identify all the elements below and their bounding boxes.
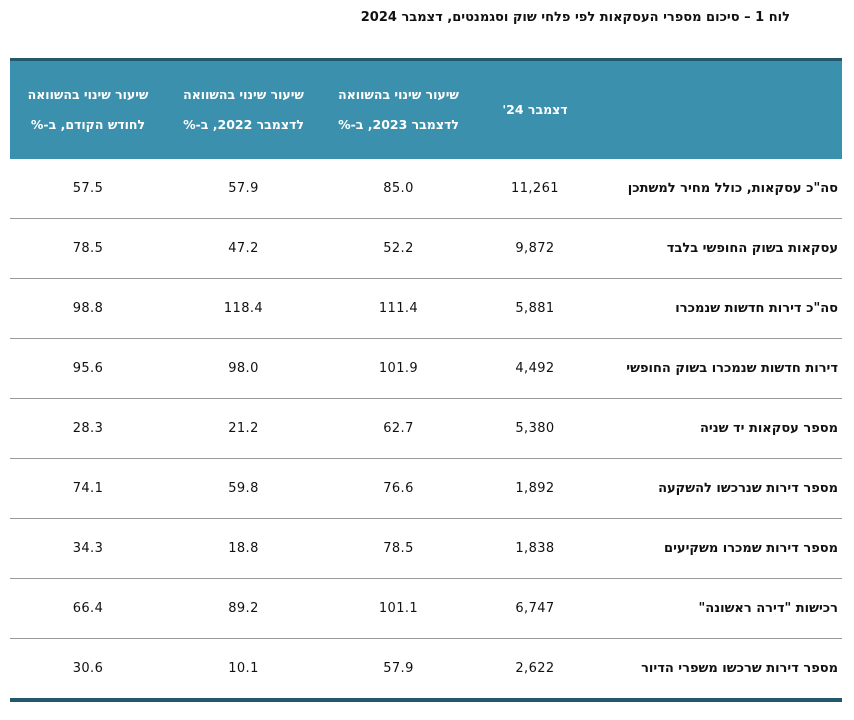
cell-vs2022: 57.9 — [228, 181, 259, 196]
cell-dec24: 5,881 — [476, 278, 594, 339]
cell-vs2022: 118.4 — [166, 278, 321, 339]
table-row: רכישות "דירה ראשונה" 6,747 101.1 89.2 66… — [10, 578, 842, 639]
header-vsprev: שיעור שינוי בהשוואה לחודש הקודם, ב-% — [10, 58, 166, 159]
cell-dec24: 9,872 — [476, 218, 594, 279]
header-vs2022-line2: לדצמבר 2022, ב-% — [183, 117, 304, 132]
cell-vsprev: 95.6 — [10, 338, 166, 399]
cell-dec24: 1,892 — [476, 458, 594, 519]
row-label: סה"כ עסקאות, כולל מחיר למשתכן — [627, 181, 838, 196]
table-row: עסקאות בשוק החופשי בלבד 9,872 52.2 47.2 … — [10, 218, 842, 279]
cell-vs2023: 76.6 — [321, 458, 476, 519]
table-header-row: דצמבר 24' שיעור שינוי בהשוואה לדצמבר 202… — [10, 58, 842, 159]
cell-vsprev: 66.4 — [10, 578, 166, 639]
cell-vs2022: 18.8 — [166, 518, 321, 579]
table-row: מספר דירות שמכרו משקיעים 1,838 78.5 18.8… — [10, 518, 842, 579]
row-label: מספר דירות שרכשו משפרי הדיור — [594, 638, 842, 702]
header-vsprev-line1: שיעור שינוי בהשוואה — [27, 87, 149, 102]
cell-dec24: 11,261 — [511, 181, 559, 196]
cell-vs2023: 78.5 — [321, 518, 476, 579]
table-title: לוח 1 – סיכום מספרי העסקאות לפי פלחי שוק… — [360, 10, 790, 25]
row-label: מספר עסקאות יד שניה — [594, 398, 842, 459]
summary-table: דצמבר 24' שיעור שינוי בהשוואה לדצמבר 202… — [10, 58, 842, 702]
header-vs2022-line1: שיעור שינוי בהשוואה — [183, 87, 304, 102]
header-vs2023: שיעור שינוי בהשוואה לדצמבר 2023, ב-% — [321, 58, 476, 159]
row-label: רכישות "דירה ראשונה" — [594, 578, 842, 639]
cell-dec24: 4,492 — [476, 338, 594, 399]
cell-vs2023: 101.1 — [321, 578, 476, 639]
cell-dec24: 2,622 — [476, 638, 594, 702]
row-label: עסקאות בשוק החופשי בלבד — [594, 218, 842, 279]
cell-vsprev: 98.8 — [10, 278, 166, 339]
table-row: מספר דירות שרכשו משפרי הדיור 2,622 57.9 … — [10, 638, 842, 702]
header-vsprev-line2: לחודש הקודם, ב-% — [30, 117, 146, 132]
cell-vs2023: 62.7 — [321, 398, 476, 459]
cell-vs2023: 111.4 — [321, 278, 476, 339]
table-row: מספר עסקאות יד שניה 5,380 62.7 21.2 28.3 — [10, 398, 842, 459]
cell-vsprev: 74.1 — [10, 458, 166, 519]
cell-vs2023: 57.9 — [321, 638, 476, 702]
cell-dec24: 5,380 — [476, 398, 594, 459]
cell-vs2022: 59.8 — [166, 458, 321, 519]
cell-vsprev: 30.6 — [10, 638, 166, 702]
cell-vs2022: 10.1 — [166, 638, 321, 702]
header-label-col — [594, 58, 842, 159]
cell-vs2023: 52.2 — [321, 218, 476, 279]
row-label: דירות חדשות שנמכרו בשוק החופשי — [594, 338, 842, 399]
header-vs2022: שיעור שינוי בהשוואה לדצמבר 2022, ב-% — [166, 58, 321, 159]
header-vs2023-line2: לדצמבר 2023, ב-% — [338, 117, 459, 132]
cell-vs2023: 101.9 — [321, 338, 476, 399]
cell-vsprev: 34.3 — [10, 518, 166, 579]
table-row: סה"כ עסקאות, כולל מחיר למשתכן 11,261 85.… — [10, 159, 842, 219]
row-label: מספר דירות שנרכשו להשקעה — [594, 458, 842, 519]
cell-vs2022: 47.2 — [166, 218, 321, 279]
cell-vs2023: 85.0 — [383, 181, 414, 196]
cell-vsprev: 78.5 — [10, 218, 166, 279]
table-row: דירות חדשות שנמכרו בשוק החופשי 4,492 101… — [10, 338, 842, 399]
cell-vs2022: 89.2 — [166, 578, 321, 639]
cell-dec24: 1,838 — [476, 518, 594, 579]
cell-vsprev: 57.5 — [72, 181, 104, 196]
cell-vsprev: 28.3 — [10, 398, 166, 459]
cell-dec24: 6,747 — [476, 578, 594, 639]
table-row: מספר דירות שנרכשו להשקעה 1,892 76.6 59.8… — [10, 458, 842, 519]
header-dec24: דצמבר 24' — [476, 58, 594, 159]
header-dec24-text: דצמבר 24' — [502, 102, 568, 117]
row-label: סה"כ דירות חדשות שנמכרו — [594, 278, 842, 339]
cell-vs2022: 98.0 — [166, 338, 321, 399]
cell-vs2022: 21.2 — [166, 398, 321, 459]
table-row: סה"כ דירות חדשות שנמכרו 5,881 111.4 118.… — [10, 278, 842, 339]
row-label: מספר דירות שמכרו משקיעים — [594, 518, 842, 579]
header-vs2023-line1: שיעור שינוי בהשוואה — [338, 87, 459, 102]
